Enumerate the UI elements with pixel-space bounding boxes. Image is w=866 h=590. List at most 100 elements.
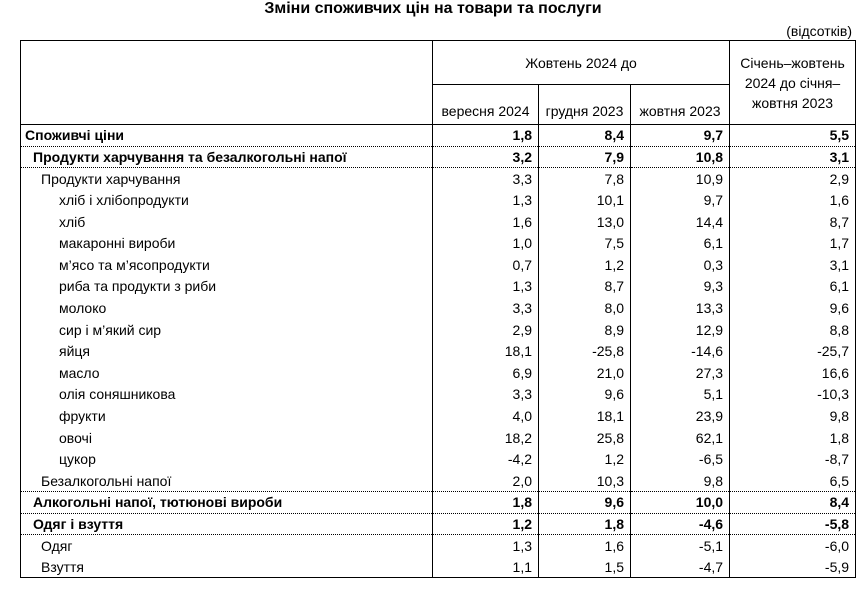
table-row: Продукти харчування 3,3 7,8 10,9 2,9 [20,167,857,190]
row-label: макаронні вироби [20,232,433,255]
value-cell-col-2: 8,4 [538,124,631,147]
value-cell-col-3: 6,1 [630,232,731,255]
table-row: цукор -4,2 1,2 -6,5 -8,7 [20,448,857,470]
row-label: хліб [20,210,433,233]
value-cell-col-4: -5,8 [729,513,857,536]
header-last-col: Січень–жовтень 2024 до січня–жовтня 2023 [729,40,857,125]
value-cell-col-1: 3,3 [432,297,539,319]
value-cell-col-4: 16,6 [729,362,857,384]
value-cell-col-3: 10,9 [630,167,731,190]
table-row: яйця 18,1 -25,8 -14,6 -25,7 [20,340,857,363]
value-cell-col-3: 9,3 [630,275,731,298]
row-label: сир і м’який сир [20,318,433,341]
value-cell-col-1: 3,3 [432,167,539,190]
row-label: Одяг [20,534,433,557]
value-cell-col-2: 13,0 [538,210,631,233]
table-row: Безалкогольні напої 2,0 10,3 9,8 6,5 [20,470,857,493]
value-cell-col-4: 8,8 [729,318,857,341]
units-note: (відсотків) [786,23,852,39]
row-label: Продукти харчування [20,167,433,190]
row-label: Споживчі ціни [20,124,433,147]
table-row: хліб і хлібопродукти 1,3 10,1 9,7 1,6 [20,189,857,211]
row-label: овочі [20,426,433,449]
value-cell-col-3: 62,1 [630,426,731,449]
value-cell-col-2: 9,6 [538,383,631,406]
value-cell-col-2: 7,9 [538,146,631,169]
price-changes-table: Жовтень 2024 до Січень–жовтень 2024 до с… [20,40,857,579]
value-cell-col-4: 3,1 [729,254,857,276]
value-cell-col-2: 7,8 [538,167,631,190]
value-cell-col-3: -5,1 [630,534,731,557]
value-cell-col-2: 10,1 [538,189,631,211]
header-col-3: жовтня 2023 [630,84,731,125]
table-row: Взуття 1,1 1,5 -4,7 -5,9 [20,556,857,579]
row-label: Безалкогольні напої [20,470,433,493]
table-row: фрукти 4,0 18,1 23,9 9,8 [20,405,857,427]
value-cell-col-1: 1,2 [432,513,539,536]
value-cell-col-2: 10,3 [538,470,631,493]
value-cell-col-3: 27,3 [630,362,731,384]
value-cell-col-1: 18,1 [432,340,539,363]
value-cell-col-3: 9,8 [630,470,731,493]
value-cell-col-1: 1,3 [432,189,539,211]
value-cell-col-3: 14,4 [630,210,731,233]
value-cell-col-2: 25,8 [538,426,631,449]
value-cell-col-2: 1,2 [538,448,631,470]
table-row: Одяг 1,3 1,6 -5,1 -6,0 [20,534,857,557]
value-cell-col-1: 2,0 [432,470,539,493]
row-label: Продукти харчування та безалкогольні нап… [20,146,433,169]
table-row: макаронні вироби 1,0 7,5 6,1 1,7 [20,232,857,255]
value-cell-col-4: 8,7 [729,210,857,233]
row-label: масло [20,362,433,384]
value-cell-col-1: 1,3 [432,534,539,557]
table-row: сир і м’який сир 2,9 8,9 12,9 8,8 [20,318,857,341]
table-row: масло 6,9 21,0 27,3 16,6 [20,362,857,384]
value-cell-col-1: 1,3 [432,275,539,298]
value-cell-col-1: 2,9 [432,318,539,341]
row-label: цукор [20,448,433,470]
value-cell-col-3: 13,3 [630,297,731,319]
value-cell-col-2: 8,9 [538,318,631,341]
value-cell-col-4: 9,8 [729,405,857,427]
value-cell-col-3: -6,5 [630,448,731,470]
value-cell-col-2: 18,1 [538,405,631,427]
table-title: Зміни споживчих цін на товари та послуги [264,0,602,17]
row-label: Взуття [20,556,433,579]
value-cell-col-1: 4,0 [432,405,539,427]
table-row: молоко 3,3 8,0 13,3 9,6 [20,297,857,319]
value-cell-col-3: 9,7 [630,189,731,211]
value-cell-col-1: 1,1 [432,556,539,579]
value-cell-col-4: 6,5 [729,470,857,493]
value-cell-col-2: 1,2 [538,254,631,276]
row-label: м’ясо та м’ясопродукти [20,254,433,276]
value-cell-col-3: 12,9 [630,318,731,341]
table-row: м’ясо та м’ясопродукти 0,7 1,2 0,3 3,1 [20,254,857,276]
value-cell-col-2: 1,5 [538,556,631,579]
value-cell-col-4: 3,1 [729,146,857,169]
value-cell-col-2: 1,8 [538,513,631,536]
value-cell-col-2: 8,7 [538,275,631,298]
row-label: олія соняшникова [20,383,433,406]
value-cell-col-2: 21,0 [538,362,631,384]
value-cell-col-4: -8,7 [729,448,857,470]
table-row: Алкогольні напої, тютюнові вироби 1,8 9,6 1… [20,491,857,514]
value-cell-col-1: 3,2 [432,146,539,169]
row-label: хліб і хлібопродукти [20,189,433,211]
value-cell-col-1: 18,2 [432,426,539,449]
value-cell-col-4: 2,9 [729,167,857,190]
table-row: Споживчі ціни 1,8 8,4 9,7 5,5 [20,124,857,147]
header-col-2: грудня 2023 [538,84,631,125]
header-empty-cell [20,40,433,125]
value-cell-col-1: 1,8 [432,124,539,147]
value-cell-col-4: -6,0 [729,534,857,557]
value-cell-col-4: 9,6 [729,297,857,319]
value-cell-col-2: 7,5 [538,232,631,255]
row-label: Одяг і взуття [20,513,433,536]
value-cell-col-4: -25,7 [729,340,857,363]
table-row: овочі 18,2 25,8 62,1 1,8 [20,426,857,449]
value-cell-col-4: 1,6 [729,189,857,211]
value-cell-col-3: 10,8 [630,146,731,169]
value-cell-col-1: 6,9 [432,362,539,384]
row-label: Алкогольні напої, тютюнові вироби [20,491,433,514]
